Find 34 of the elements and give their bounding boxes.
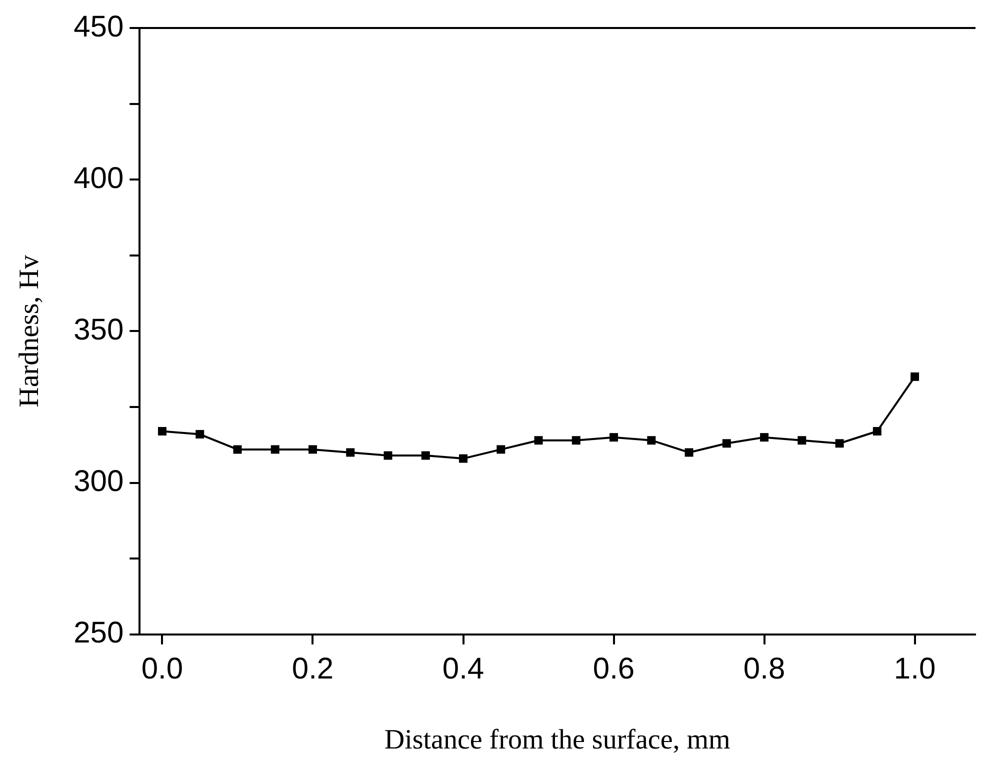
point [308,445,317,454]
point [196,430,204,439]
y-tick-label: 250 [74,616,124,650]
point [835,439,844,448]
point [722,439,731,448]
point [684,448,694,457]
x-axis-title: Distance from the surface, mm [384,724,731,756]
point [910,372,920,381]
point [459,454,468,463]
point [534,436,543,445]
point [270,445,280,454]
point [384,451,392,460]
point [760,433,769,442]
x-tick-label: 0.2 [292,652,334,686]
y-tick-label: 450 [74,10,124,44]
point [798,436,806,445]
y-axis-title: Hardness, Hv [14,254,46,408]
point [233,445,242,454]
x-tick-label: 0.6 [592,652,635,686]
x-tick-label: 0.4 [442,652,484,686]
point [158,427,166,436]
point [872,427,882,436]
point [572,436,580,445]
y-tick-label: 350 [74,313,124,346]
x-tick-label: 0.0 [141,652,184,686]
y-tick-label: 400 [74,162,124,195]
y-tick-label: 300 [74,465,124,498]
point [346,448,355,457]
x-tick-label: 0.8 [743,652,786,686]
point [610,433,618,442]
point [647,436,656,445]
point [496,445,506,454]
point [421,451,430,460]
x-tick-label: 1.0 [894,652,936,686]
